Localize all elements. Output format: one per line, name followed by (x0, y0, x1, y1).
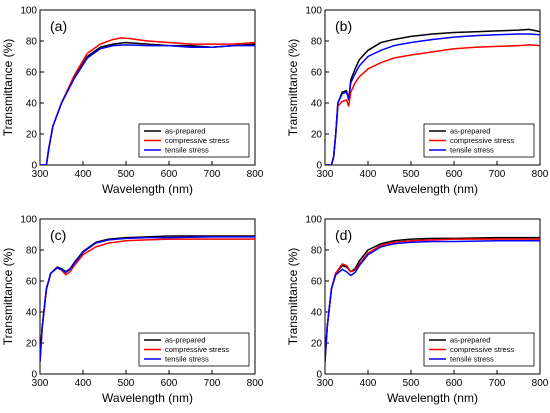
legend-entry: tensile stress (450, 146, 494, 155)
y-tick-label: 40 (26, 99, 38, 110)
x-tick-label: 500 (118, 169, 135, 180)
legend-entry: compressive stress (165, 345, 229, 354)
y-tick-label: 80 (26, 246, 38, 257)
x-tick-label: 400 (75, 378, 92, 389)
panel-label: (b) (335, 18, 352, 34)
legend-entry: tensile stress (165, 355, 209, 364)
x-tick-label: 800 (532, 378, 549, 389)
panel-a: 300 400 500 600 700 800 0 20 40 60 80 100 Wavelength… (1, 6, 264, 197)
series-line-tensile-stress (325, 239, 540, 362)
y-tick-label: 80 (311, 246, 323, 257)
x-tick-label: 600 (161, 169, 178, 180)
x-tick-label: 800 (247, 169, 264, 180)
x-axis-label: Wavelength (nm) (102, 182, 193, 196)
y-tick-label: 80 (311, 37, 323, 48)
y-axis-label: Transmittance (%) (286, 248, 300, 346)
y-tick-label: 0 (31, 370, 37, 381)
series-group (325, 28, 540, 165)
x-tick-label: 700 (204, 378, 221, 389)
series-group (325, 236, 540, 362)
x-tick-label: 700 (204, 169, 221, 180)
panel-d: 300 400 500 600 700 800 0 20 40 60 80 100 Wavelength… (286, 215, 549, 406)
legend-entry: tensile stress (450, 355, 494, 364)
x-tick-label: 800 (532, 169, 549, 180)
x-tick-label: 700 (489, 378, 506, 389)
y-tick-label: 100 (20, 6, 37, 17)
x-tick-label: 400 (360, 378, 377, 389)
series-line-tensile-stress (40, 236, 255, 362)
legend-entry: compressive stress (165, 136, 229, 145)
y-tick-label: 0 (316, 161, 322, 172)
plot-frame (324, 218, 541, 375)
x-tick-label: 500 (403, 169, 420, 180)
panel-label: (d) (335, 227, 352, 243)
x-tick-label: 600 (161, 378, 178, 389)
y-tick-label: 60 (26, 68, 38, 79)
x-tick-label: 500 (403, 378, 420, 389)
plot-frame (39, 218, 256, 375)
legend-entry: compressive stress (450, 136, 514, 145)
y-tick-label: 20 (26, 339, 38, 350)
y-axis-label: Transmittance (%) (1, 39, 15, 137)
series-group (40, 235, 255, 362)
x-axis-label: Wavelength (nm) (387, 391, 478, 405)
y-tick-label: 100 (20, 215, 37, 226)
x-tick-label: 600 (446, 378, 463, 389)
legend-entry: compressive stress (450, 345, 514, 354)
series-line-tensile-stress (40, 44, 255, 165)
y-tick-label: 60 (311, 68, 323, 79)
x-axis-label: Wavelength (nm) (387, 182, 478, 196)
plot-frame (39, 9, 256, 166)
legend-entry: tensile stress (165, 146, 209, 155)
panel-label: (a) (50, 18, 67, 34)
x-tick-label: 500 (118, 378, 135, 389)
legend-entry: as-prepared (450, 336, 490, 345)
x-tick-label: 400 (75, 169, 92, 180)
legend-entry: as-prepared (165, 336, 205, 345)
x-tick-label: 300 (317, 378, 334, 389)
panel-b: 300 400 500 600 700 800 0 20 40 60 80 100 Wavelength… (286, 6, 549, 197)
y-axis-label: Transmittance (%) (286, 39, 300, 137)
y-tick-label: 80 (26, 37, 38, 48)
panel-c: 300 400 500 600 700 800 0 20 40 60 80 100 Wavelength… (1, 215, 264, 406)
y-tick-label: 20 (311, 339, 323, 350)
legend-entry: as-prepared (165, 127, 205, 136)
x-tick-label: 800 (247, 378, 264, 389)
x-tick-label: 400 (360, 169, 377, 180)
y-tick-label: 100 (305, 6, 322, 17)
plot-frame (324, 9, 541, 166)
x-tick-label: 300 (317, 169, 334, 180)
x-tick-label: 700 (489, 169, 506, 180)
x-tick-label: 600 (446, 169, 463, 180)
y-tick-label: 0 (316, 370, 322, 381)
y-tick-label: 40 (311, 99, 323, 110)
y-tick-label: 40 (26, 308, 38, 319)
y-tick-label: 20 (311, 130, 323, 141)
series-group (40, 37, 255, 165)
y-tick-label: 20 (26, 130, 38, 141)
y-tick-label: 60 (311, 277, 323, 288)
y-tick-label: 100 (305, 215, 322, 226)
x-axis-label: Wavelength (nm) (102, 391, 193, 405)
x-tick-label: 300 (32, 169, 49, 180)
y-tick-label: 60 (26, 277, 38, 288)
y-tick-label: 40 (311, 308, 323, 319)
y-axis-label: Transmittance (%) (1, 248, 15, 346)
legend-entry: as-prepared (450, 127, 490, 136)
panel-label: (c) (50, 227, 66, 243)
legend-box (138, 123, 250, 158)
y-tick-label: 0 (31, 161, 37, 172)
x-tick-label: 300 (32, 378, 49, 389)
series-line-tensile-stress (325, 33, 540, 165)
